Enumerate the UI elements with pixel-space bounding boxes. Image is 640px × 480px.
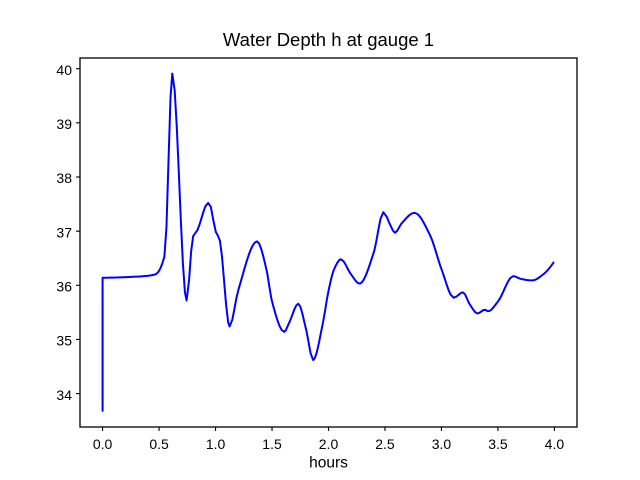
svg-text:40: 40 <box>56 62 72 78</box>
svg-text:0.0: 0.0 <box>93 436 113 452</box>
svg-text:Water Depth h at gauge 1: Water Depth h at gauge 1 <box>223 29 434 50</box>
svg-text:2.5: 2.5 <box>375 436 395 452</box>
svg-text:4.0: 4.0 <box>545 436 565 452</box>
svg-text:1.5: 1.5 <box>262 436 282 452</box>
svg-text:37: 37 <box>56 224 72 240</box>
svg-text:1.0: 1.0 <box>206 436 226 452</box>
svg-text:0.5: 0.5 <box>149 436 169 452</box>
svg-text:3.5: 3.5 <box>488 436 508 452</box>
svg-text:38: 38 <box>56 170 72 186</box>
svg-text:35: 35 <box>56 333 72 349</box>
svg-text:34: 34 <box>56 387 72 403</box>
svg-text:3.0: 3.0 <box>432 436 452 452</box>
svg-text:hours: hours <box>309 454 348 471</box>
svg-text:2.0: 2.0 <box>319 436 339 452</box>
svg-text:39: 39 <box>56 116 72 132</box>
svg-text:36: 36 <box>56 278 72 294</box>
